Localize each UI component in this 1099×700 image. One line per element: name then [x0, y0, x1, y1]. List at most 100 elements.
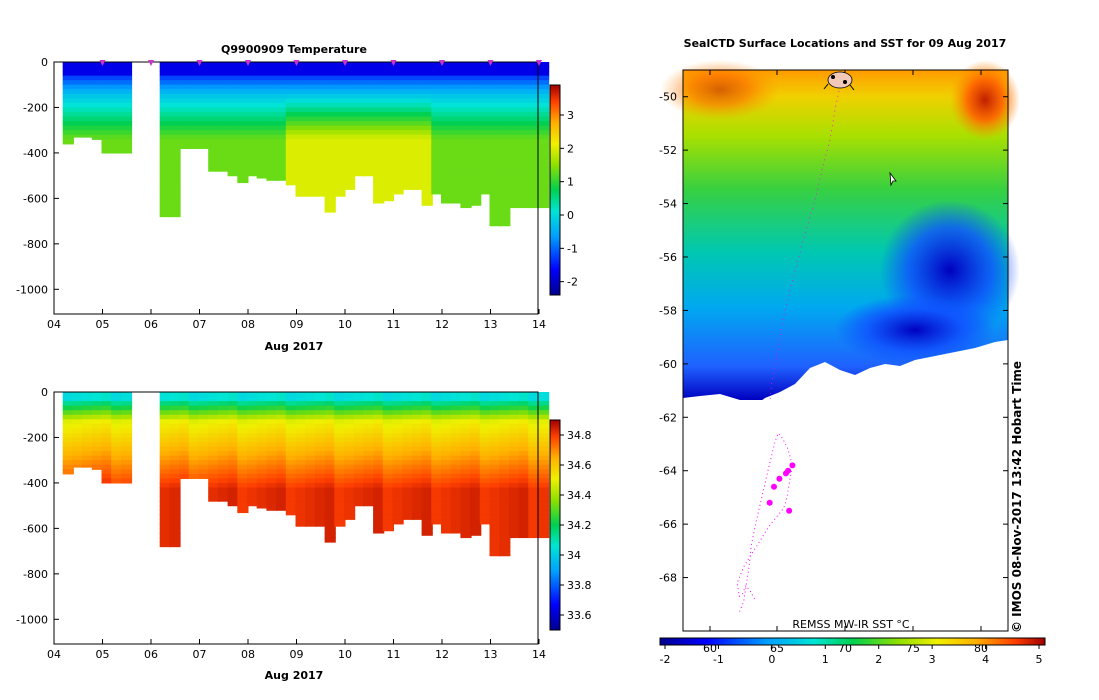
salinity-cell: [179, 414, 191, 420]
salinity-cell: [479, 437, 491, 443]
salinity-cell: [499, 496, 511, 502]
salinity-cell: [441, 428, 453, 434]
salinity-cell: [159, 396, 171, 402]
salinity-cell: [518, 469, 530, 475]
salinity-cell: [441, 519, 453, 525]
salinity-cell: [285, 460, 297, 466]
temperature-cell: [91, 98, 103, 104]
temperature-cell: [266, 112, 278, 118]
salinity-cell: [402, 478, 414, 484]
salinity-cell: [450, 487, 462, 493]
temperature-cell: [62, 139, 74, 145]
temperature-cell: [499, 80, 511, 86]
temperature-cell: [305, 171, 317, 177]
salinity-cell: [256, 492, 268, 498]
temperature-cell: [421, 202, 433, 206]
salinity-cell: [324, 510, 336, 516]
temperature-cell: [344, 75, 356, 81]
temperature-cell: [392, 66, 404, 72]
temperature-cell: [276, 112, 288, 118]
salinity-cell: [489, 410, 501, 416]
temperature-cell: [62, 71, 74, 77]
salinity-cell: [305, 460, 317, 466]
salinity-cell: [528, 482, 540, 489]
temperature-cell: [82, 80, 94, 86]
salinity-cell: [324, 469, 336, 475]
temperature-cell: [344, 116, 356, 122]
salinity-cell: [518, 432, 530, 439]
temperature-cell: [518, 148, 530, 154]
temperature-cell: [508, 184, 521, 190]
temperature-cell: [450, 71, 462, 77]
salinity-cell: [91, 423, 103, 429]
salinity-cell: [169, 460, 181, 466]
temperature-cell: [392, 171, 404, 177]
salinity-cell: [538, 460, 550, 466]
temperature-cell: [159, 89, 171, 95]
temperature-cell: [305, 180, 317, 186]
salinity-cell: [169, 492, 181, 498]
salinity-cell: [411, 446, 424, 452]
temperature-cell: [411, 171, 424, 177]
salinity-cell: [373, 473, 385, 479]
temperature-cell: [382, 80, 394, 86]
temperature-cell: [159, 71, 171, 77]
temperature-cell: [314, 62, 327, 68]
temperature-cell: [208, 134, 220, 140]
salinity-cell: [363, 460, 375, 466]
temperature-cell: [538, 71, 550, 77]
salinity-cell: [431, 423, 443, 429]
salinity-cell: [334, 501, 346, 507]
temperature-cell: [518, 121, 530, 127]
salinity-cell: [120, 442, 133, 448]
temperature-cell: [334, 66, 346, 72]
salinity-cell: [470, 510, 482, 516]
temperature-cell: [518, 102, 530, 109]
temperature-cell: [441, 148, 453, 154]
salinity-cell: [256, 469, 268, 475]
salinity-cell: [285, 510, 297, 516]
temperature-cell: [305, 84, 317, 90]
temperature-cell: [528, 93, 540, 99]
temperature-cell: [72, 116, 84, 122]
salinity-cell: [266, 396, 278, 402]
temperature-cell: [450, 184, 462, 190]
temperature-cell: [538, 112, 550, 118]
temperature-cell: [353, 152, 365, 159]
salinity-cell: [431, 487, 443, 493]
temperature-cell: [392, 80, 404, 86]
salinity-cell: [460, 451, 472, 457]
salinity-cell: [237, 505, 249, 511]
temperature-cell: [363, 157, 375, 163]
temperature-cell: [91, 93, 103, 99]
salinity-cell: [499, 419, 511, 425]
salinity-cell: [538, 437, 550, 443]
salinity-colorbar: [549, 419, 561, 631]
salinity-cell: [247, 442, 259, 448]
temperature-cell: [188, 125, 200, 131]
temperature-cell: [247, 80, 259, 86]
temperature-cell: [499, 134, 511, 140]
temperature-cell: [450, 84, 462, 90]
temperature-cell: [159, 189, 171, 195]
salinity-cell: [276, 437, 288, 443]
salinity-cell: [237, 419, 249, 425]
temperature-cell: [373, 116, 385, 122]
y-tick-label: -200: [23, 431, 48, 444]
salinity-cell: [411, 496, 424, 502]
temperature-cell: [276, 62, 288, 68]
temperature-cell: [256, 134, 268, 140]
temperature-cell: [72, 93, 84, 99]
temperature-cell: [528, 102, 540, 109]
temperature-cell: [111, 84, 123, 90]
temperature-cell: [285, 116, 297, 122]
salinity-cell: [62, 432, 74, 439]
temperature-cell: [82, 125, 94, 131]
temperature-cell: [169, 152, 181, 159]
salinity-cell: [508, 514, 521, 520]
salinity-cell: [431, 437, 443, 443]
salinity-cell: [334, 487, 346, 493]
temperature-cell: [441, 98, 453, 104]
temperature-cell: [421, 112, 433, 118]
temperature-cell: [353, 166, 365, 172]
